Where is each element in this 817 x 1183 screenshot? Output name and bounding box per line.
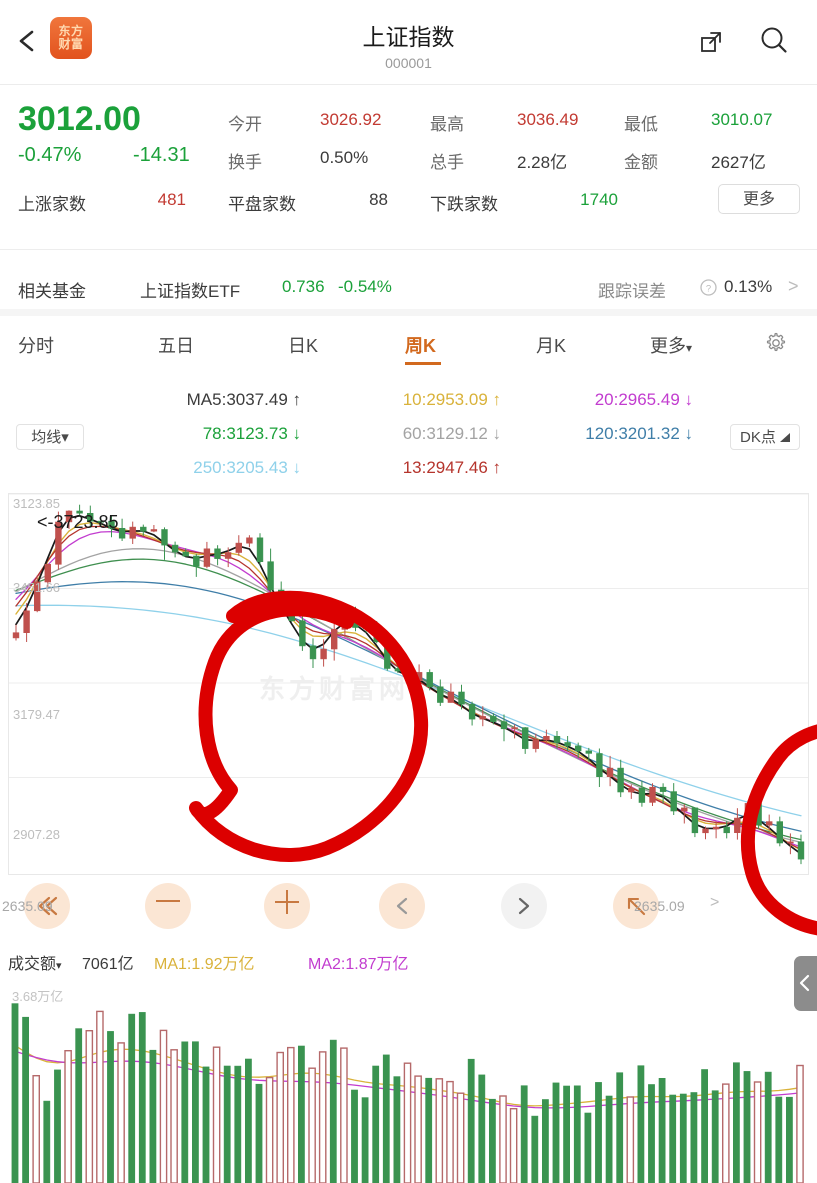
- svg-text:?: ?: [706, 283, 711, 294]
